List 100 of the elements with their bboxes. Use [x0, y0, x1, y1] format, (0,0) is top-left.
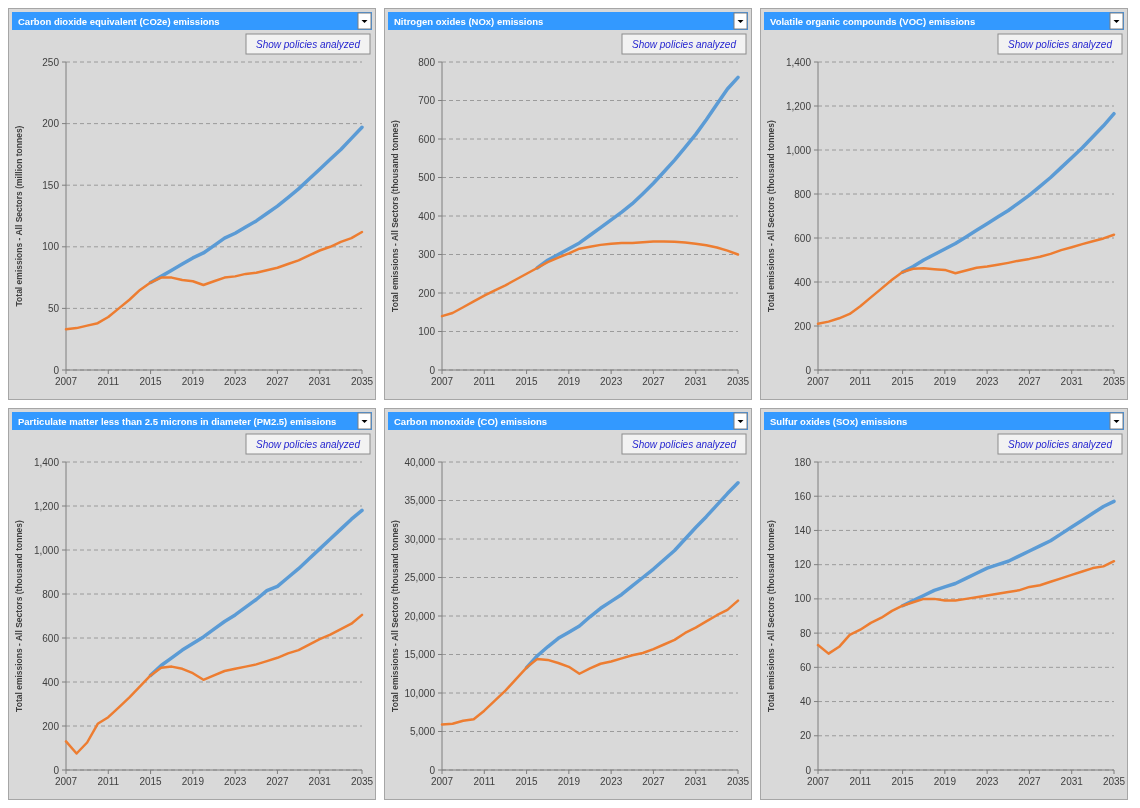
y-tick-label: 400 [418, 210, 436, 222]
y-tick-label: 600 [794, 232, 812, 244]
line-series [900, 499, 1116, 608]
y-tick-label: 30,000 [404, 533, 436, 545]
y-tick-label: 35,000 [404, 495, 436, 506]
line-series [440, 599, 740, 726]
y-axis-title: Total emissions - All Sectors (thousand tonnes) [390, 119, 400, 312]
y-axis-title: Total emissions - All Sectors (thousand tonnes) [390, 519, 400, 712]
y-tick-label: 800 [42, 588, 60, 600]
x-tick-label: 2031 [308, 376, 332, 387]
y-tick-label: 60 [799, 661, 812, 673]
y-tick-label: 5,000 [409, 726, 436, 737]
y-tick-label: 1,000 [785, 144, 812, 156]
chart-title: Volatile organic compounds (VOC) emissions [770, 16, 976, 27]
y-tick-label: 20 [799, 730, 812, 742]
x-tick-label: 2007 [806, 376, 830, 387]
y-tick-label: 300 [418, 249, 436, 260]
y-tick-label: 400 [794, 276, 812, 288]
y-tick-label: 0 [429, 364, 436, 376]
x-tick-label: 2011 [473, 376, 496, 387]
x-tick-label: 2027 [266, 376, 289, 387]
y-tick-label: 400 [42, 676, 60, 688]
x-tick-label: 2019 [557, 776, 581, 787]
line-series [148, 508, 364, 678]
x-tick-label: 2015 [139, 376, 163, 387]
y-tick-label: 10,000 [404, 687, 436, 699]
x-tick-label: 2007 [54, 776, 78, 787]
x-tick-label: 2031 [308, 776, 332, 787]
x-tick-label: 2023 [976, 776, 999, 787]
x-tick-label: 2011 [849, 376, 872, 387]
y-tick-label: 200 [42, 720, 60, 732]
x-tick-label: 2019 [933, 776, 957, 787]
y-tick-label: 120 [794, 559, 812, 571]
y-tick-label: 140 [794, 524, 812, 536]
x-tick-label: 2031 [1060, 376, 1084, 387]
text: Show policies analyzed [1008, 39, 1113, 50]
y-tick-label: 1,000 [33, 544, 60, 556]
y-axis-title: Total emissions - All Sectors (thousand tonnes) [14, 519, 24, 712]
y-tick-label: 800 [794, 188, 812, 200]
x-tick-label: 2015 [139, 776, 163, 787]
y-tick-label: 600 [418, 133, 436, 145]
x-tick-label: 2019 [933, 376, 957, 387]
y-tick-label: 200 [794, 320, 812, 332]
line-series [816, 233, 1116, 326]
y-tick-label: 1,200 [785, 100, 812, 112]
y-tick-label: 40 [799, 696, 812, 708]
line-series [535, 75, 740, 270]
x-tick-label: 2035 [350, 376, 374, 387]
x-tick-label: 2015 [515, 776, 539, 787]
y-axis-title: Total emissions - All Sectors (million tonnes) [14, 125, 24, 307]
x-tick-label: 2023 [224, 776, 247, 787]
x-tick-label: 2023 [600, 776, 623, 787]
line-series [64, 613, 364, 755]
chart-title: Carbon monoxide (CO) emissions [394, 416, 548, 427]
x-tick-label: 2027 [1018, 776, 1041, 787]
x-tick-label: 2035 [726, 776, 750, 787]
line-series [900, 111, 1116, 274]
y-tick-label: 1,400 [785, 56, 812, 68]
x-tick-label: 2027 [642, 776, 665, 787]
x-tick-label: 2035 [1102, 776, 1126, 787]
chart-title: Carbon dioxide equivalent (CO2e) emissions [18, 16, 220, 27]
y-tick-label: 100 [418, 326, 436, 337]
x-tick-label: 2023 [224, 376, 247, 387]
x-tick-label: 2019 [181, 776, 205, 787]
y-tick-label: 160 [794, 490, 812, 502]
x-tick-label: 2015 [515, 376, 539, 387]
x-tick-label: 2011 [97, 376, 120, 387]
line-series [524, 481, 740, 670]
y-tick-label: 25,000 [404, 572, 436, 583]
x-tick-label: 2035 [726, 376, 750, 387]
line-series [440, 240, 740, 318]
x-tick-label: 2019 [181, 376, 205, 387]
y-tick-label: 0 [53, 764, 60, 776]
y-tick-label: 1,200 [33, 500, 60, 512]
x-tick-label: 2015 [891, 376, 915, 387]
x-tick-label: 2035 [1102, 376, 1126, 387]
y-tick-label: 180 [794, 456, 812, 468]
y-tick-label: 15,000 [404, 649, 436, 660]
y-tick-label: 20,000 [404, 610, 436, 622]
x-tick-label: 2011 [97, 776, 120, 787]
y-tick-label: 80 [799, 627, 812, 639]
chart-title: Nitrogen oxides (NOx) emissions [394, 16, 544, 27]
y-tick-label: 40,000 [404, 456, 436, 468]
x-tick-label: 2007 [806, 776, 830, 787]
text: Show policies analyzed [632, 439, 737, 450]
x-tick-label: 2031 [684, 376, 708, 387]
y-tick-label: 100 [794, 593, 812, 605]
y-tick-label: 1,400 [33, 456, 60, 468]
x-tick-label: 2031 [684, 776, 708, 787]
x-tick-label: 2019 [557, 376, 581, 387]
y-tick-label: 200 [418, 287, 436, 299]
y-tick-label: 0 [53, 364, 60, 376]
chart-title: Particulate matter less than 2.5 microns in diameter (PM2.5) emissions [18, 416, 337, 427]
x-tick-label: 2007 [54, 376, 78, 387]
y-tick-label: 700 [418, 95, 436, 106]
y-tick-label: 50 [47, 302, 60, 314]
text: Show policies analyzed [256, 439, 361, 450]
x-tick-label: 2011 [849, 776, 872, 787]
y-tick-label: 0 [805, 764, 812, 776]
y-tick-label: 150 [42, 179, 60, 191]
